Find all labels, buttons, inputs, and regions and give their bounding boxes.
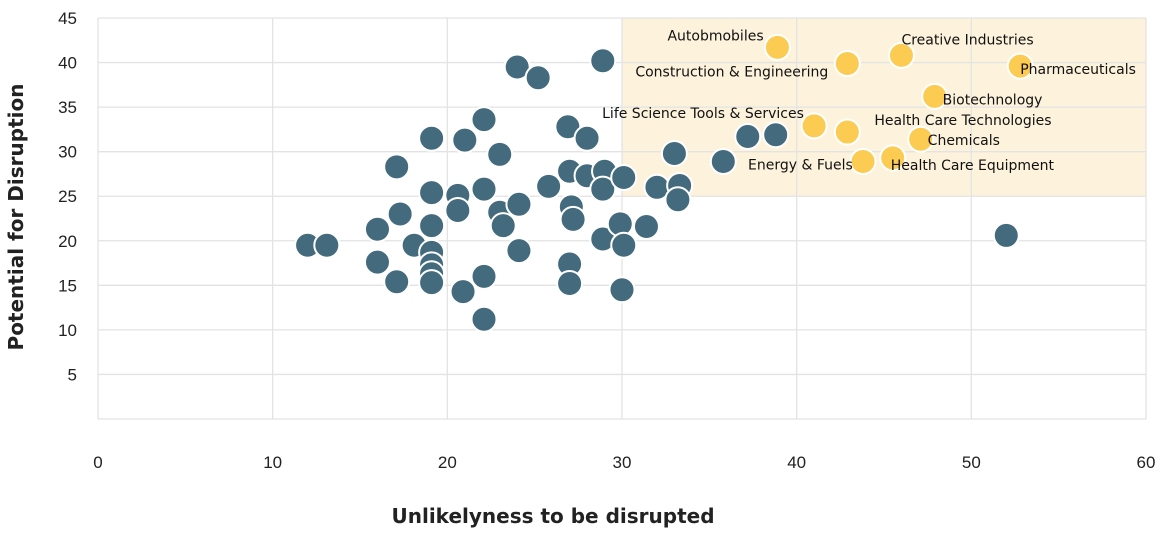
- data-point: [709, 147, 737, 175]
- data-point: [383, 153, 411, 181]
- data-point: [556, 270, 584, 298]
- point-label: Pharmaceuticals: [1020, 62, 1136, 78]
- point-label: Autobmobiles: [667, 28, 763, 44]
- data-point: [486, 140, 514, 168]
- data-point: [589, 47, 617, 75]
- data-point: [573, 124, 601, 152]
- y-tick-label: 45: [58, 9, 77, 28]
- data-point: [444, 196, 472, 224]
- data-point: [470, 106, 498, 134]
- y-tick-label: 30: [58, 143, 77, 162]
- x-tick-label: 20: [438, 453, 457, 472]
- y-axis-title: Potential for Disruption: [4, 84, 28, 351]
- highlight-point: [1006, 52, 1034, 80]
- highlight-point: [921, 82, 949, 110]
- data-point: [589, 175, 617, 203]
- x-tick-label: 50: [962, 453, 981, 472]
- x-axis-title: Unlikelyness to be disrupted: [391, 504, 714, 528]
- data-point: [503, 53, 531, 81]
- x-tick-label: 10: [263, 453, 282, 472]
- highlight-point: [907, 125, 935, 153]
- data-point: [470, 305, 498, 333]
- y-tick-label: 40: [58, 54, 77, 73]
- data-point: [608, 276, 636, 304]
- point-label: Construction & Engineering: [635, 64, 828, 80]
- data-point: [313, 231, 341, 259]
- point-label: Health Care Technologies: [874, 113, 1051, 129]
- data-point: [470, 175, 498, 203]
- highlight-point: [800, 112, 828, 140]
- y-tick-label: 20: [58, 232, 77, 251]
- data-point: [449, 278, 477, 306]
- highlight-point: [833, 49, 861, 77]
- point-label: Chemicals: [928, 133, 1000, 149]
- x-tick-label: 40: [787, 453, 806, 472]
- data-point: [762, 121, 790, 149]
- data-point: [386, 200, 414, 228]
- data-point: [418, 269, 446, 297]
- data-point: [418, 179, 446, 207]
- data-point: [418, 124, 446, 152]
- data-point: [535, 172, 563, 200]
- highlight-point: [887, 41, 915, 69]
- x-tick-label: 0: [93, 453, 102, 472]
- x-tick-label: 30: [613, 453, 632, 472]
- data-point: [559, 205, 587, 233]
- data-point: [610, 231, 638, 259]
- data-point: [505, 237, 533, 265]
- data-point: [363, 248, 391, 276]
- highlight-point: [879, 144, 907, 172]
- data-point: [489, 212, 517, 240]
- data-point: [734, 123, 762, 151]
- point-label: Health Care Equipment: [891, 158, 1055, 174]
- data-point: [524, 64, 552, 92]
- point-label: Creative Industries: [901, 32, 1033, 48]
- point-label: Life Science Tools & Services: [602, 106, 804, 122]
- highlight-point: [833, 118, 861, 146]
- y-tick-label: 10: [58, 321, 77, 340]
- data-point: [992, 221, 1020, 249]
- y-tick-label: 15: [58, 276, 77, 295]
- highlight-point: [763, 33, 791, 61]
- data-point: [363, 215, 391, 243]
- point-label: Energy & Fuels: [748, 157, 853, 173]
- data-point: [610, 164, 638, 192]
- data-point: [632, 213, 660, 241]
- data-point: [383, 268, 411, 296]
- y-tick-label: 5: [68, 365, 77, 384]
- data-point: [418, 212, 446, 240]
- data-point: [664, 186, 692, 214]
- highlight-point: [849, 147, 877, 175]
- y-tick-label: 25: [58, 187, 77, 206]
- y-tick-label: 35: [58, 98, 77, 117]
- point-label: Biotechnology: [943, 92, 1043, 108]
- x-tick-label: 60: [1137, 453, 1156, 472]
- data-point: [660, 139, 688, 167]
- data-point: [451, 126, 479, 154]
- data-point: [505, 190, 533, 218]
- data-point: [470, 262, 498, 290]
